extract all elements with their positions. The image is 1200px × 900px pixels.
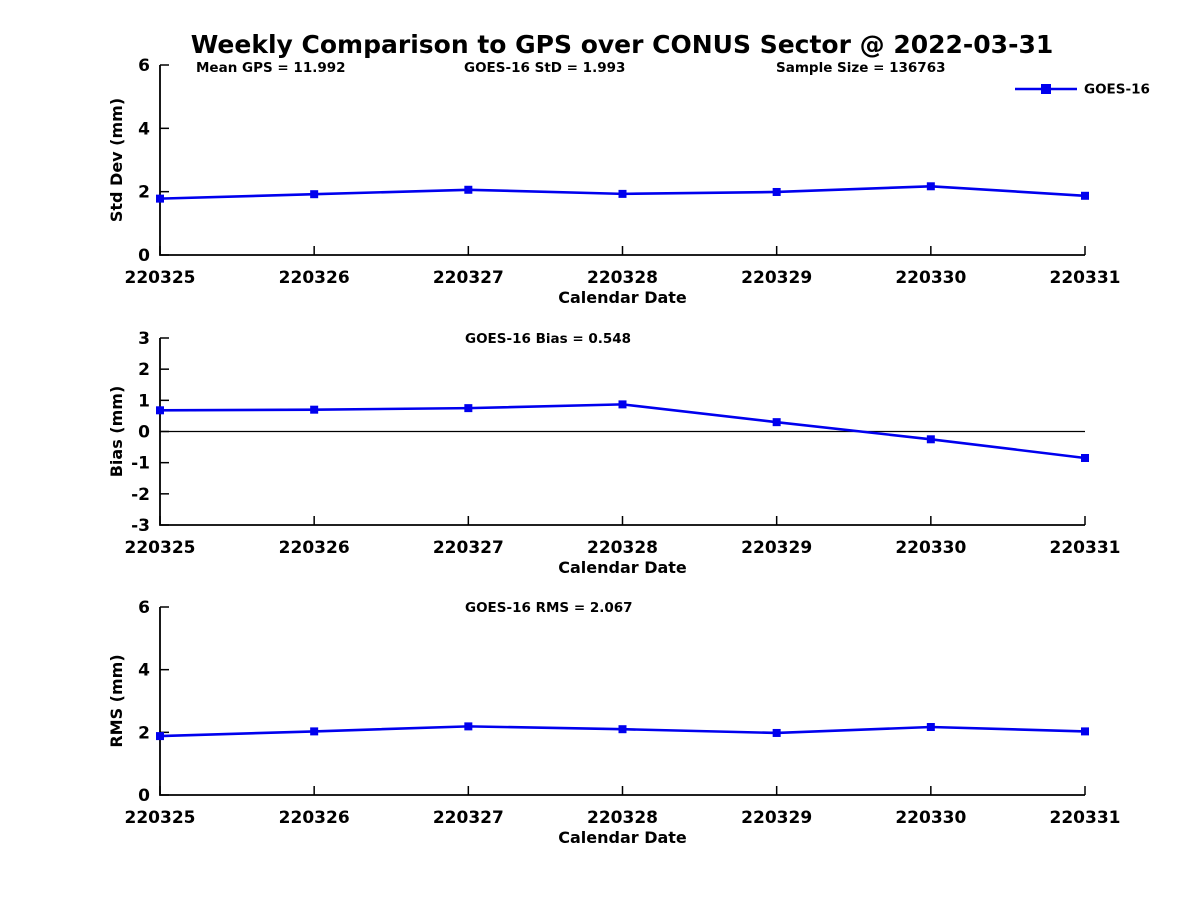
x-axis-label: Calendar Date xyxy=(558,828,687,847)
x-axis-label: Calendar Date xyxy=(558,558,687,577)
data-marker xyxy=(1081,727,1089,736)
data-marker xyxy=(926,435,935,444)
data-marker xyxy=(618,725,627,734)
x-tick-label: 220329 xyxy=(741,808,812,828)
x-tick-label: 220325 xyxy=(125,538,196,558)
y-tick-label: 1 xyxy=(138,391,150,411)
data-marker xyxy=(310,190,319,199)
x-tick-label: 220329 xyxy=(741,268,812,288)
legend-label: GOES-16 xyxy=(1084,82,1150,98)
data-marker xyxy=(618,189,627,198)
y-tick-label: 3 xyxy=(138,329,150,349)
data-marker xyxy=(310,727,319,736)
y-tick-label: 6 xyxy=(138,598,150,618)
y-tick-label: -1 xyxy=(131,454,150,474)
annotation: GOES-16 StD = 1.993 xyxy=(464,60,625,76)
data-marker xyxy=(772,418,781,427)
y-tick-label: 2 xyxy=(138,360,150,380)
data-marker xyxy=(156,406,164,415)
x-tick-label: 220327 xyxy=(433,268,504,288)
x-tick-label: 220331 xyxy=(1050,808,1121,828)
data-marker xyxy=(464,722,473,731)
x-tick-label: 220325 xyxy=(125,808,196,828)
x-tick-label: 220327 xyxy=(433,538,504,558)
y-tick-label: 0 xyxy=(138,246,150,266)
x-tick-label: 220328 xyxy=(587,268,658,288)
x-tick-label: 220331 xyxy=(1050,538,1121,558)
y-axis-label: Std Dev (mm) xyxy=(107,98,126,222)
data-marker xyxy=(772,728,781,737)
y-tick-label: 2 xyxy=(138,723,150,743)
y-tick-label: 4 xyxy=(138,661,150,681)
y-tick-label: -2 xyxy=(131,485,150,505)
y-tick-label: 2 xyxy=(138,183,150,203)
data-marker xyxy=(618,400,627,409)
annotation: Mean GPS = 11.992 xyxy=(196,60,346,76)
y-tick-label: 0 xyxy=(138,786,150,806)
data-marker xyxy=(772,187,781,196)
data-marker xyxy=(156,732,164,741)
x-tick-label: 220327 xyxy=(433,808,504,828)
x-tick-label: 220328 xyxy=(587,808,658,828)
legend-marker xyxy=(1041,84,1051,94)
data-marker xyxy=(926,182,935,191)
x-tick-label: 220326 xyxy=(279,538,350,558)
y-axis-label: Bias (mm) xyxy=(107,386,126,478)
subplot-rms: 0 2 4 6 220325 220326 220327 220328 220329 220330… xyxy=(107,598,1120,847)
annotation: GOES-16 RMS = 2.067 xyxy=(465,600,633,616)
y-tick-label: 0 xyxy=(138,422,150,442)
x-tick-label: 220331 xyxy=(1050,268,1121,288)
legend: GOES-16 xyxy=(1015,82,1150,98)
x-tick-label: 220326 xyxy=(279,808,350,828)
y-axis-label: RMS (mm) xyxy=(107,654,126,747)
y-tick-label: 6 xyxy=(138,56,150,76)
y-tick-label: 4 xyxy=(138,119,150,139)
data-marker xyxy=(1081,191,1089,200)
data-marker xyxy=(156,194,164,203)
x-tick-label: 220328 xyxy=(587,538,658,558)
main-title: Weekly Comparison to GPS over CONUS Sect… xyxy=(191,30,1054,59)
x-tick-label: 220329 xyxy=(741,538,812,558)
subplot-bias: -3 -2 -1 0 1 2 3 220325 220326 220327 220328 220329… xyxy=(107,329,1120,577)
x-tick-label: 220330 xyxy=(895,268,966,288)
subplot-stddev: 0 2 4 6 220325 220326 220327 220328 220329 220330… xyxy=(107,56,1120,307)
data-marker xyxy=(464,185,473,194)
x-tick-label: 220330 xyxy=(895,538,966,558)
annotation: GOES-16 Bias = 0.548 xyxy=(465,331,631,347)
x-tick-label: 220325 xyxy=(125,268,196,288)
data-marker xyxy=(926,723,935,732)
data-marker xyxy=(464,404,473,413)
annotation: Sample Size = 136763 xyxy=(776,60,945,76)
data-marker xyxy=(1081,453,1089,462)
x-tick-label: 220330 xyxy=(895,808,966,828)
x-axis-label: Calendar Date xyxy=(558,288,687,307)
x-tick-label: 220326 xyxy=(279,268,350,288)
y-tick-label: -3 xyxy=(131,516,150,536)
data-marker xyxy=(310,405,319,414)
